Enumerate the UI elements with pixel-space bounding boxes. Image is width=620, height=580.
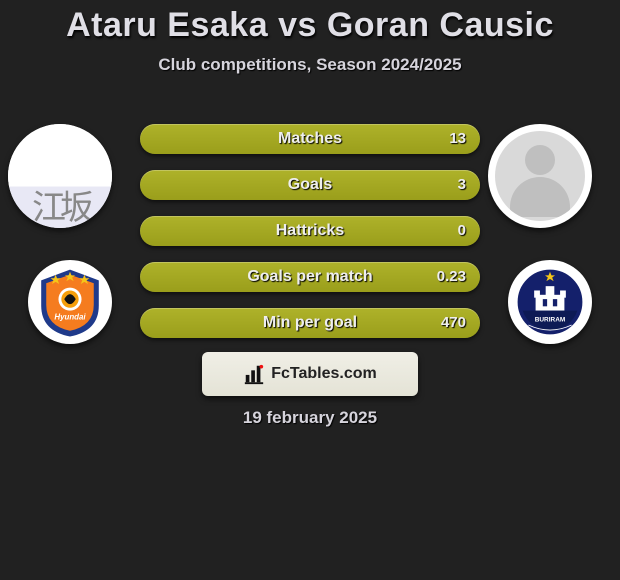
stat-bar: Min per goal 470 bbox=[140, 308, 480, 338]
stat-bar: Matches 13 bbox=[140, 124, 480, 154]
stat-bar: Goals per match 0.23 bbox=[140, 262, 480, 292]
left-player-avatar: 江坂 bbox=[8, 124, 112, 228]
page-subtitle: Club competitions, Season 2024/2025 bbox=[0, 55, 620, 75]
stat-value: 0 bbox=[458, 216, 466, 246]
castle-badge-icon: BURIRAM bbox=[514, 266, 586, 338]
player-photo-placeholder: 江坂 bbox=[8, 124, 112, 228]
stat-label: Matches bbox=[140, 124, 480, 154]
shield-icon: Hyundai bbox=[34, 266, 106, 338]
stat-bar: Goals 3 bbox=[140, 170, 480, 200]
stat-label: Min per goal bbox=[140, 308, 480, 338]
stat-value: 3 bbox=[458, 170, 466, 200]
stat-value: 0.23 bbox=[437, 262, 466, 292]
stat-label: Hattricks bbox=[140, 216, 480, 246]
right-player-avatar: NOPHOTOYET bbox=[488, 124, 592, 228]
no-photo-label: NOPHOTOYET bbox=[523, 182, 557, 209]
stat-bars: Matches 13 Goals 3 Hattricks 0 Goals per… bbox=[140, 124, 480, 354]
left-club-crest: Hyundai bbox=[28, 260, 112, 344]
page-title: Ataru Esaka vs Goran Causic bbox=[0, 0, 620, 45]
brand-text: FcTables.com bbox=[271, 365, 377, 383]
left-club-label: Hyundai bbox=[54, 312, 86, 321]
stat-value: 13 bbox=[449, 124, 466, 154]
snapshot-date: 19 february 2025 bbox=[0, 408, 620, 428]
player-photo-glyph: 江坂 bbox=[32, 192, 88, 226]
brand-plate[interactable]: FcTables.com bbox=[202, 352, 418, 396]
bar-chart-icon bbox=[243, 363, 265, 385]
stat-label: Goals bbox=[140, 170, 480, 200]
right-club-crest: BURIRAM bbox=[508, 260, 592, 344]
no-photo-icon: NOPHOTOYET bbox=[495, 131, 585, 221]
stat-value: 470 bbox=[441, 308, 466, 338]
right-club-label: BURIRAM bbox=[535, 316, 566, 323]
stat-bar: Hattricks 0 bbox=[140, 216, 480, 246]
stat-label: Goals per match bbox=[140, 262, 480, 292]
